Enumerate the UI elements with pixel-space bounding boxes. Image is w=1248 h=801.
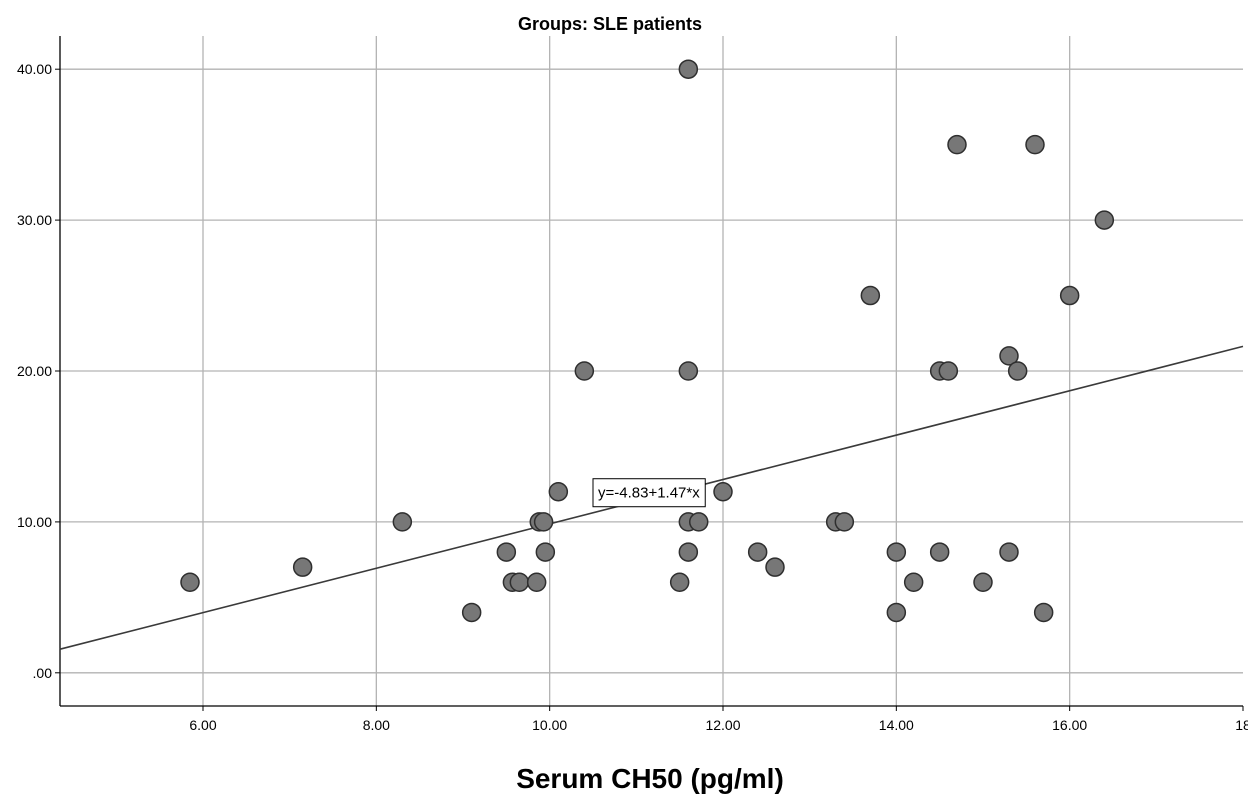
data-point (1025, 134, 1045, 155)
data-point (548, 481, 569, 502)
data-point (886, 542, 907, 562)
data-point (765, 557, 785, 577)
grid-lines (60, 36, 1243, 706)
data-point (392, 512, 413, 532)
data-point (461, 602, 482, 623)
data-point (860, 285, 881, 306)
data-point (509, 572, 530, 593)
data-points (180, 59, 1115, 623)
data-point (1007, 361, 1028, 381)
data-point (713, 481, 733, 502)
data-point (292, 557, 313, 577)
tick-labels: 6.00 8.00 10.00 12.00 14.00 16.00 18 .00 10.00 20… (17, 61, 1248, 733)
y-tick-label: 20.00 (17, 363, 52, 379)
data-point (886, 602, 907, 623)
data-point (938, 361, 959, 381)
data-point (574, 361, 595, 381)
data-point (496, 542, 517, 562)
x-tick-label: 14.00 (879, 717, 914, 733)
x-tick-label: 6.00 (189, 717, 216, 733)
fit-line-label-box (592, 478, 706, 508)
x-tick-label: 18 (1235, 717, 1248, 733)
data-point (1059, 285, 1080, 306)
x-axis-label: Serum CH50 (pg/ml) (516, 763, 784, 794)
axes (55, 36, 1244, 711)
data-point (903, 572, 924, 593)
data-point (929, 542, 950, 562)
y-tick-label: 30.00 (17, 212, 52, 228)
data-point (947, 134, 967, 155)
data-point (678, 361, 699, 381)
fit-line-label: y=-4.83+1.47*x (592, 478, 706, 508)
data-point (999, 346, 1019, 366)
y-tick-label: .00 (33, 665, 53, 681)
x-tick-label: 16.00 (1052, 717, 1087, 733)
data-point (688, 512, 709, 532)
y-tick-label: 10.00 (17, 514, 52, 530)
y-tick-label: 40.00 (17, 61, 52, 77)
data-point (1094, 210, 1115, 230)
data-point (180, 572, 200, 593)
data-point (678, 59, 699, 79)
data-point (973, 572, 993, 593)
data-point (526, 572, 547, 593)
chart-title: Groups: SLE patients (518, 14, 702, 34)
fit-line-equation: y=-4.83+1.47*x (598, 485, 700, 502)
data-point (533, 512, 554, 532)
data-point (678, 542, 699, 562)
x-tick-label: 10.00 (532, 717, 567, 733)
data-point (1033, 602, 1054, 623)
data-point (747, 542, 768, 562)
data-point (669, 572, 690, 593)
data-point (834, 512, 855, 532)
x-tick-label: 12.00 (705, 717, 740, 733)
fit-line-label-group: y=-4.83+1.47*x (592, 478, 706, 508)
data-point (535, 542, 556, 562)
data-point (999, 542, 1019, 562)
x-tick-label: 8.00 (363, 717, 390, 733)
